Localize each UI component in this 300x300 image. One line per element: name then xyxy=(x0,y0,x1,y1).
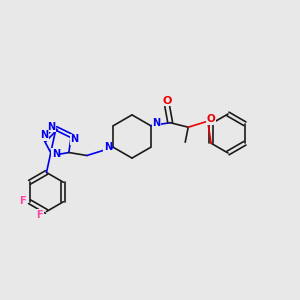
Text: N: N xyxy=(52,149,60,159)
Text: O: O xyxy=(207,114,216,124)
Text: N: N xyxy=(70,134,78,144)
Text: F: F xyxy=(19,196,26,206)
Text: N: N xyxy=(152,118,160,128)
Text: F: F xyxy=(37,209,43,220)
Text: N: N xyxy=(40,130,48,140)
Text: O: O xyxy=(163,96,172,106)
Text: N: N xyxy=(47,122,56,132)
Text: N: N xyxy=(104,142,112,152)
